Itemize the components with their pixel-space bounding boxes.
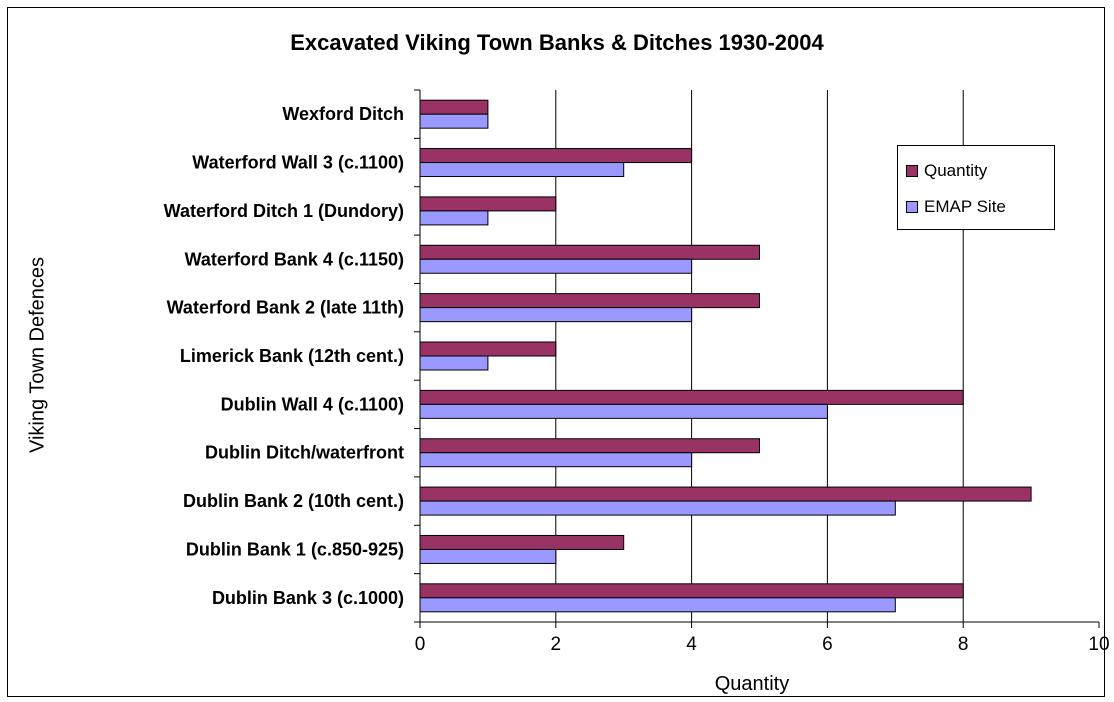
legend: Quantity EMAP Site [897,145,1055,230]
x-axis-label: Quantity [714,673,790,695]
category-label-7: Dublin Ditch/waterfront [205,443,404,463]
x-tick-label-8: 8 [958,634,969,655]
category-label-6: Dublin Wall 4 (c.1100) [221,394,404,414]
bar-quantity-0 [419,99,489,115]
bar-quantity-2 [419,196,557,212]
bar-emap-site-10 [419,597,896,613]
category-label-9: Dublin Bank 1 (c.850-925) [186,539,404,559]
legend-label-emap-site: EMAP Site [924,197,1006,216]
bar-quantity-5 [419,341,557,357]
x-tick-labels: 0 2 4 6 8 10 [415,634,1110,655]
category-label-8: Dublin Bank 2 (10th cent.) [183,491,404,511]
legend-item-emap-site: EMAP Site [906,197,1006,217]
bar-emap-site-2 [419,210,489,226]
x-tick-label-0: 0 [415,634,426,655]
bar-emap-site-8 [419,500,896,516]
category-label-4: Waterford Bank 2 (late 11th) [167,298,404,318]
category-label-3: Waterford Bank 4 (c.1150) [185,249,404,269]
legend-swatch-quantity [906,165,918,177]
bar-quantity-6 [419,389,964,405]
bar-quantity-3 [419,244,760,260]
bar-quantity-9 [419,534,625,550]
legend-item-quantity: Quantity [906,161,987,181]
bar-emap-site-6 [419,403,828,419]
category-label-2: Waterford Ditch 1 (Dundory) [164,201,404,221]
bar-emap-site-3 [419,258,693,274]
bar-emap-site-5 [419,355,489,371]
category-label-0: Wexford Ditch [282,104,404,124]
bar-quantity-7 [419,438,760,454]
x-tick-label-4: 4 [686,634,697,655]
category-label-10: Dublin Bank 3 (c.1000) [212,588,404,608]
chart-title: Excavated Viking Town Banks & Ditches 19… [290,30,824,55]
category-label-5: Limerick Bank (12th cent.) [180,346,404,366]
axes [414,89,1100,628]
x-tick-label-6: 6 [822,634,833,655]
category-label-1: Waterford Wall 3 (c.1100) [192,153,404,173]
legend-label-quantity: Quantity [924,161,988,180]
x-tick-label-2: 2 [551,634,562,655]
bar-emap-site-7 [419,452,693,468]
bar-emap-site-0 [419,113,489,129]
bar-quantity-10 [419,583,964,599]
bar-quantity-4 [419,293,760,309]
bar-quantity-1 [419,148,693,164]
bar-emap-site-4 [419,307,693,323]
bar-emap-site-9 [419,548,557,564]
bars [419,99,1032,613]
bar-emap-site-1 [419,162,625,178]
category-labels: Wexford Ditch Waterford Wall 3 (c.1100) Wa… [164,104,404,608]
legend-swatch-emap-site [906,201,918,213]
x-tick-label-10: 10 [1088,634,1109,655]
bar-quantity-8 [419,486,1032,502]
